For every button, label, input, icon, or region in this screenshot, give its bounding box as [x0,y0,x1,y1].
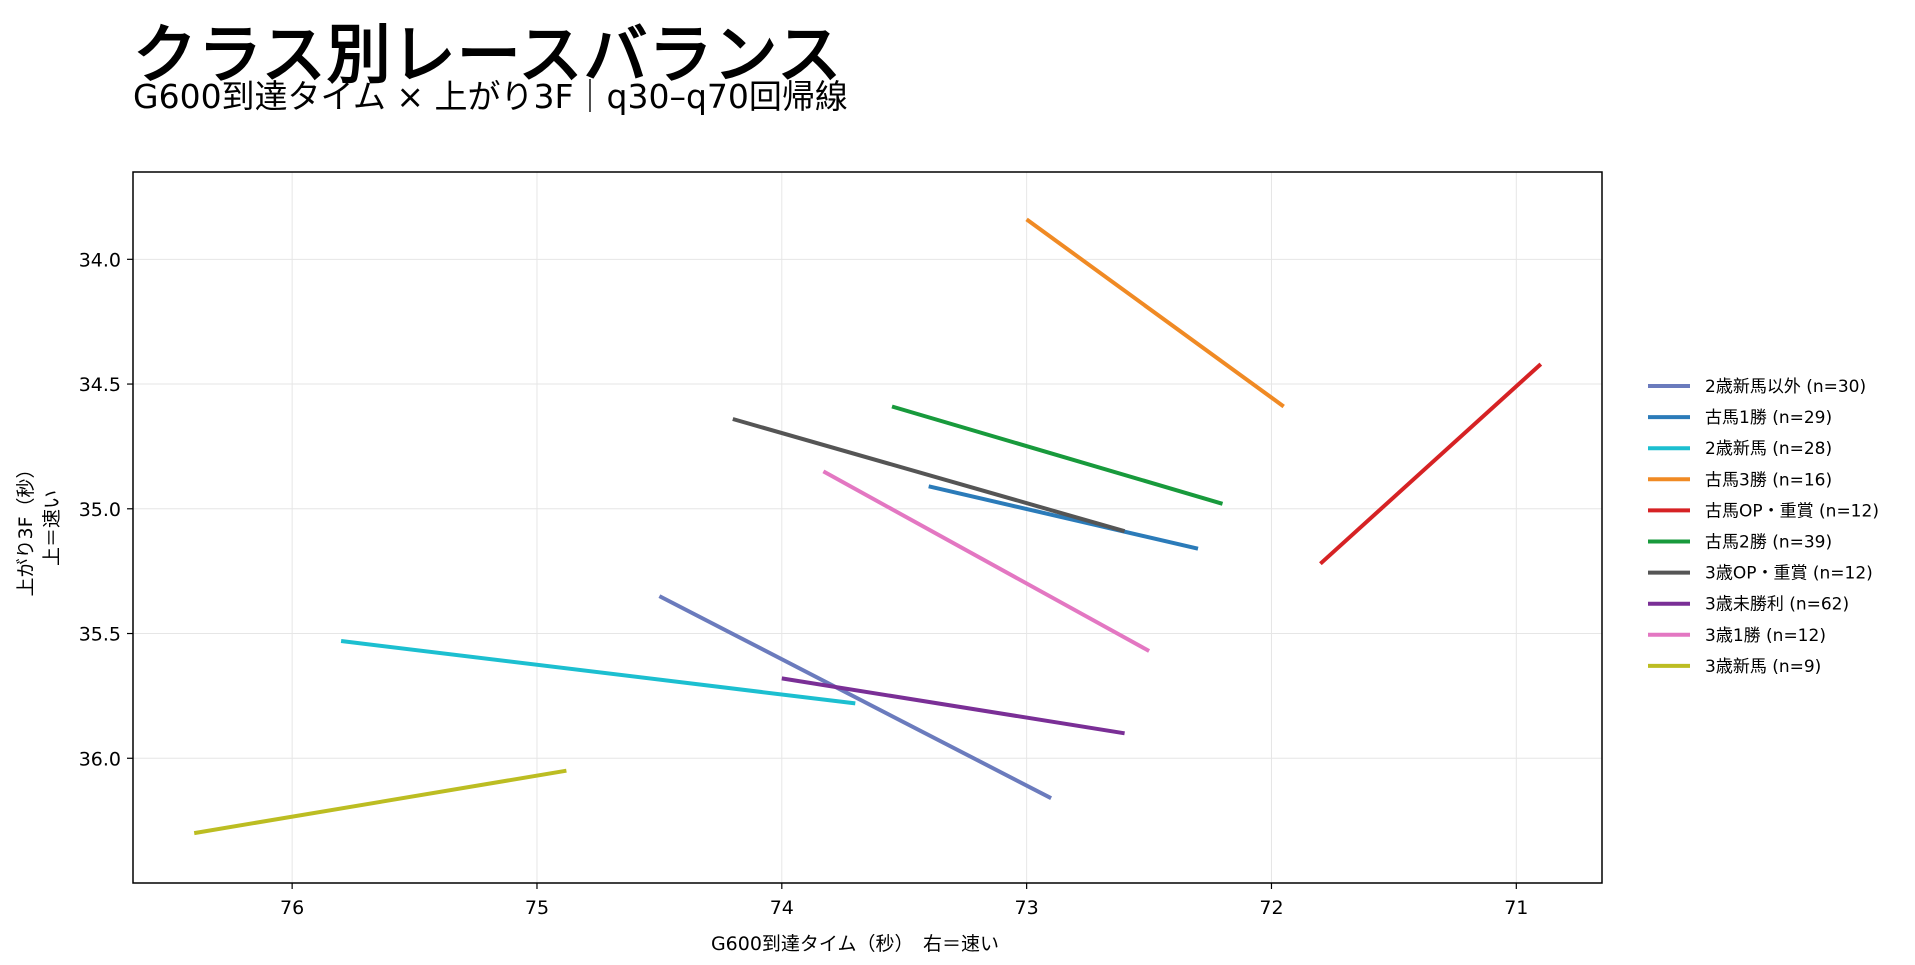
series-layer [193,217,1543,836]
x-tick-label: 76 [280,897,304,919]
series-line-3 [1025,217,1285,409]
legend-label: 2歳新馬 (n=28) [1705,439,1832,459]
series-line-0 [658,594,1053,800]
legend-label: 古馬1勝 (n=29) [1705,408,1832,428]
x-tick-label: 71 [1504,897,1528,919]
series-line-1 [928,484,1199,551]
legend-label: 古馬2勝 (n=39) [1705,533,1832,553]
legend-label: 3歳OP・重賞 (n=12) [1705,564,1873,584]
plot-frame [132,171,1603,884]
y-tick-label: 35.0 [79,499,121,521]
series-line-5 [891,404,1224,506]
x-tick-label: 73 [1015,897,1039,919]
x-axis-label: G600到達タイム（秒） 右＝速い [711,933,999,955]
legend-label: 2歳新馬以外 (n=30) [1705,377,1866,397]
series-line-4 [1319,362,1543,566]
y-axis-label-sub: 上＝速い [41,490,63,566]
y-tick-label: 34.0 [79,249,121,271]
y-tick-label: 34.5 [79,374,121,396]
legend: 2歳新馬以外 (n=30) 古馬1勝 (n=29) 2歳新馬 (n=28) 古馬3勝 … [1648,377,1879,677]
series-line-8 [822,469,1151,653]
legend-label: 3歳未勝利 (n=62) [1705,595,1849,615]
x-tick-label: 72 [1259,897,1283,919]
ticks-layer: 76 75 74 73 72 71 34.0 34.5 35.0 35.5 36.0 [79,249,1529,919]
legend-label: 3歳新馬 (n=9) [1705,657,1821,677]
grid-layer [133,172,1602,883]
y-axis-label: 上がり3F（秒） [15,459,37,596]
series-line-2 [340,639,856,706]
legend-label: 古馬OP・重賞 (n=12) [1705,501,1879,521]
x-tick-label: 74 [770,897,794,919]
chart-subtitle: G600到達タイム × 上がり3F｜q30–q70回帰線 [133,77,848,116]
series-line-7 [781,676,1125,736]
legend-label: 古馬3勝 (n=16) [1705,470,1832,490]
series-line-6 [732,417,1126,534]
chart-title: クラス別レースバランス [133,19,843,93]
x-tick-label: 75 [525,897,549,919]
y-tick-label: 35.5 [79,624,121,646]
series-line-9 [193,768,567,836]
y-tick-label: 36.0 [79,748,121,770]
legend-label: 3歳1勝 (n=12) [1705,626,1826,646]
